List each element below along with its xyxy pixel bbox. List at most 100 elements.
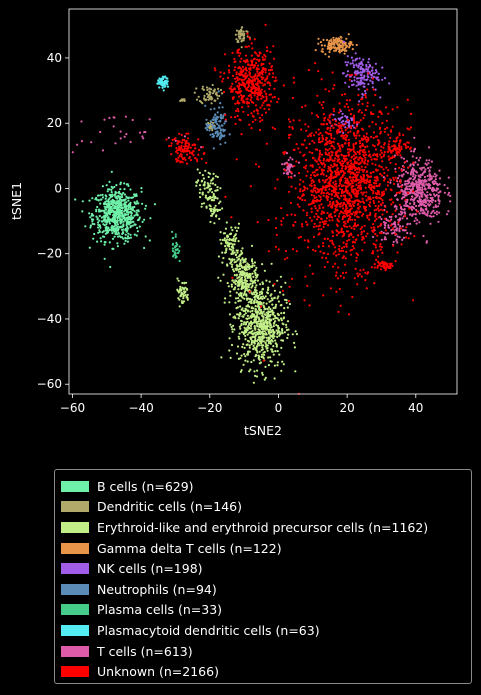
data-point	[369, 188, 372, 191]
data-point	[131, 216, 134, 219]
data-point	[268, 87, 271, 90]
data-point	[265, 46, 268, 49]
data-point	[222, 232, 225, 235]
data-point	[248, 344, 251, 347]
data-point	[255, 300, 259, 303]
data-point	[348, 164, 351, 167]
data-point	[325, 123, 329, 126]
data-point	[341, 167, 344, 170]
data-point	[344, 185, 348, 188]
data-point	[253, 38, 256, 41]
data-point	[325, 174, 328, 178]
data-point	[210, 207, 213, 210]
data-point	[389, 181, 392, 184]
data-point	[380, 246, 383, 249]
data-point	[231, 330, 234, 333]
data-point	[266, 346, 269, 350]
data-point	[380, 112, 383, 115]
data-point	[423, 184, 426, 188]
data-point	[359, 175, 362, 178]
data-point	[383, 130, 386, 133]
data-point	[184, 290, 187, 294]
data-point	[421, 208, 424, 211]
data-point	[245, 331, 248, 334]
data-point	[213, 222, 216, 225]
data-point	[437, 195, 440, 198]
data-point	[355, 183, 358, 186]
data-point	[249, 324, 253, 327]
data-point	[240, 78, 243, 81]
data-point	[324, 116, 327, 119]
data-point	[231, 82, 234, 85]
data-point	[281, 332, 284, 335]
data-point	[327, 204, 330, 207]
data-point	[432, 206, 435, 209]
data-point	[373, 145, 376, 148]
data-point	[338, 197, 341, 200]
data-point	[251, 80, 254, 83]
data-point	[345, 271, 348, 274]
data-point	[321, 134, 324, 137]
data-point	[260, 355, 263, 359]
data-point	[405, 185, 408, 188]
data-point	[266, 292, 270, 295]
data-point	[358, 273, 361, 276]
data-point	[394, 260, 397, 263]
data-point	[367, 61, 370, 64]
data-point	[219, 231, 222, 234]
data-point	[361, 249, 364, 252]
data-point	[355, 189, 358, 192]
data-point	[125, 220, 128, 223]
data-point	[421, 191, 424, 194]
data-point	[347, 151, 350, 154]
data-point	[121, 231, 125, 234]
data-point	[226, 263, 229, 266]
data-point	[362, 191, 365, 194]
data-point	[299, 188, 302, 191]
data-point	[263, 353, 266, 356]
data-point	[347, 33, 350, 36]
data-point	[348, 238, 351, 241]
data-point	[327, 184, 330, 187]
data-point	[385, 232, 388, 235]
data-point	[382, 221, 386, 224]
data-point	[344, 129, 347, 132]
data-point	[358, 109, 361, 112]
data-point	[326, 38, 329, 42]
data-point	[341, 159, 344, 162]
data-point	[302, 209, 305, 212]
data-point	[258, 329, 261, 332]
data-point	[314, 249, 317, 253]
data-point	[221, 251, 224, 254]
data-point	[338, 102, 341, 105]
data-point	[291, 158, 294, 161]
data-point	[232, 288, 235, 291]
data-point	[277, 326, 280, 329]
data-point	[253, 325, 256, 328]
data-point	[345, 212, 348, 215]
data-point	[371, 162, 374, 165]
data-point	[412, 173, 415, 176]
data-point	[355, 212, 358, 215]
data-point	[247, 263, 251, 266]
data-point	[256, 369, 259, 372]
data-point	[409, 126, 413, 129]
data-point	[121, 193, 124, 196]
data-point	[375, 239, 378, 242]
data-point	[234, 116, 237, 119]
data-point	[96, 194, 100, 197]
data-point	[234, 240, 237, 243]
data-point	[172, 236, 175, 240]
data-point	[330, 189, 333, 193]
data-point	[121, 196, 124, 199]
data-point	[276, 361, 279, 364]
data-point	[197, 95, 200, 98]
data-point	[226, 244, 229, 247]
data-point	[240, 133, 243, 136]
data-point	[353, 154, 356, 157]
data-point	[377, 115, 380, 118]
data-point	[219, 187, 222, 190]
data-point	[416, 219, 419, 222]
data-point	[382, 190, 385, 193]
data-point	[326, 178, 329, 181]
